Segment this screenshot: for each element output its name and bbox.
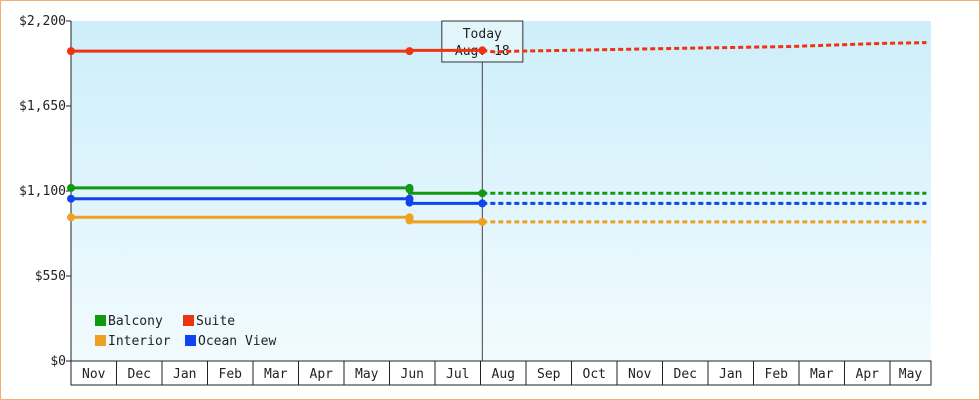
legend-swatch-balcony bbox=[95, 315, 106, 326]
legend-label-suite: Suite bbox=[196, 314, 235, 329]
data-point-ocean-view bbox=[478, 199, 487, 208]
month-label: Nov bbox=[628, 367, 652, 382]
data-point-interior bbox=[67, 213, 75, 222]
y-tick-label: $1,650 bbox=[19, 99, 66, 114]
today-title: Today bbox=[463, 27, 502, 42]
data-point-ocean-view bbox=[67, 194, 75, 203]
data-point-interior bbox=[405, 216, 414, 225]
month-label: Mar bbox=[810, 367, 834, 382]
month-label: Aug bbox=[492, 367, 515, 382]
data-point-interior bbox=[478, 217, 487, 226]
month-label: Nov bbox=[82, 367, 106, 382]
month-label: Feb bbox=[765, 367, 789, 382]
data-point-suite bbox=[405, 47, 414, 56]
series-projection-suite bbox=[482, 41, 927, 54]
y-tick-label: $0 bbox=[50, 354, 66, 369]
month-label: Sep bbox=[537, 367, 561, 382]
today-box bbox=[441, 20, 524, 63]
month-label: Jul bbox=[446, 367, 469, 382]
month-label: Mar bbox=[264, 367, 288, 382]
plot-background bbox=[71, 21, 931, 361]
month-label: Dec bbox=[674, 367, 697, 382]
month-axis-band bbox=[70, 360, 932, 386]
data-point-suite bbox=[478, 46, 487, 55]
month-label: Feb bbox=[219, 367, 243, 382]
data-point-suite bbox=[67, 47, 75, 56]
y-tick-label: $1,100 bbox=[19, 184, 66, 199]
legend-label-interior: Interior bbox=[108, 334, 171, 349]
y-tick-label: $2,200 bbox=[19, 14, 66, 29]
series-line-suite bbox=[71, 48, 483, 53]
legend-label-ocean-view: Ocean View bbox=[198, 334, 276, 349]
legend-label-balcony: Balcony bbox=[108, 314, 163, 329]
month-label: Oct bbox=[583, 367, 606, 382]
data-point-ocean-view bbox=[405, 198, 414, 207]
data-point-balcony bbox=[478, 189, 487, 198]
month-label: Apr bbox=[856, 367, 880, 382]
month-label: Apr bbox=[310, 367, 334, 382]
data-point-balcony bbox=[405, 185, 414, 194]
month-label: Jan bbox=[719, 367, 742, 382]
legend-swatch-ocean-view bbox=[185, 335, 196, 346]
month-label: May bbox=[355, 367, 379, 382]
month-label: Jan bbox=[173, 367, 196, 382]
legend-swatch-suite bbox=[183, 315, 194, 326]
data-point-balcony bbox=[67, 183, 75, 192]
month-label: May bbox=[899, 367, 923, 382]
y-tick-label: $550 bbox=[35, 269, 66, 284]
legend-swatch-interior bbox=[95, 335, 106, 346]
month-label: Dec bbox=[128, 367, 151, 382]
month-label: Jun bbox=[401, 367, 424, 382]
